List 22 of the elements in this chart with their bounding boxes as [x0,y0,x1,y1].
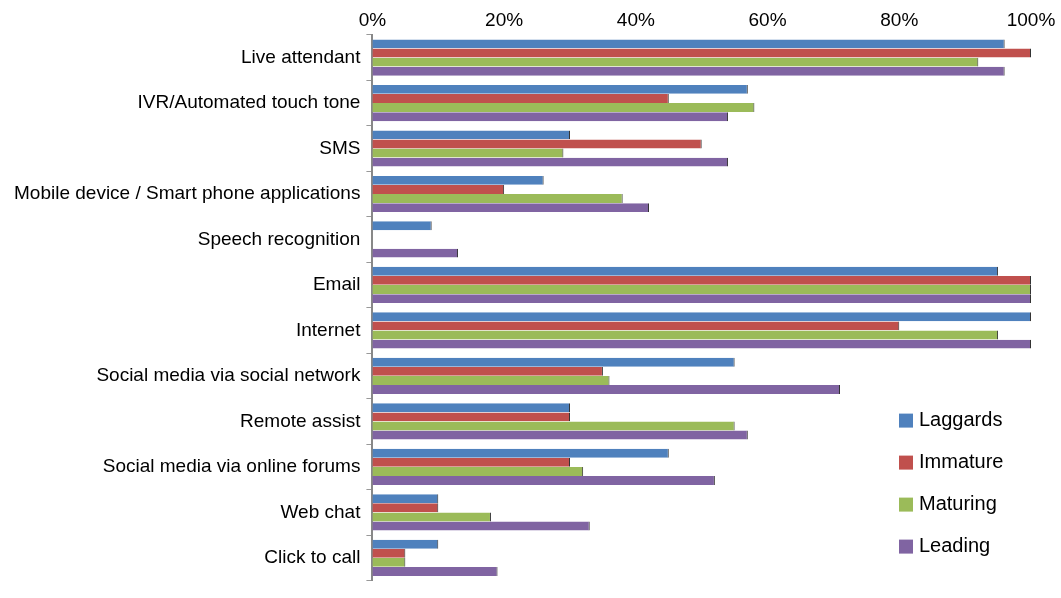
y-tick-label: Email [312,273,361,295]
x-tick-label: 80% [880,8,919,30]
legend-label: Immature [919,450,1004,473]
legend-label: Laggards [919,408,1003,431]
y-tick-label: Speech recognition [197,227,361,249]
legend-label: Maturing [919,492,997,515]
x-tick-label: 40% [616,8,655,30]
y-tick-label: Remote assist [240,409,362,431]
y-tick-label: Click to call [264,546,361,568]
y-tick-label: IVR/Automated touch tone [137,91,361,113]
x-tick-label: 100% [1006,8,1056,30]
y-tick-label: SMS [319,136,361,158]
y-tick-label: Web chat [280,500,362,522]
y-tick-label: Social media via online forums [102,455,361,477]
y-tick-label: Social media via social network [96,364,361,386]
x-tick-label: 20% [485,8,524,30]
y-tick-label: Live attendant [241,45,362,67]
y-tick-label: Internet [295,318,362,340]
x-tick-label: 60% [748,8,787,30]
x-tick-label: 0% [358,8,387,30]
y-tick-label: Mobile device / Smart phone applications [13,182,361,204]
legend-label: Leading [919,534,991,557]
